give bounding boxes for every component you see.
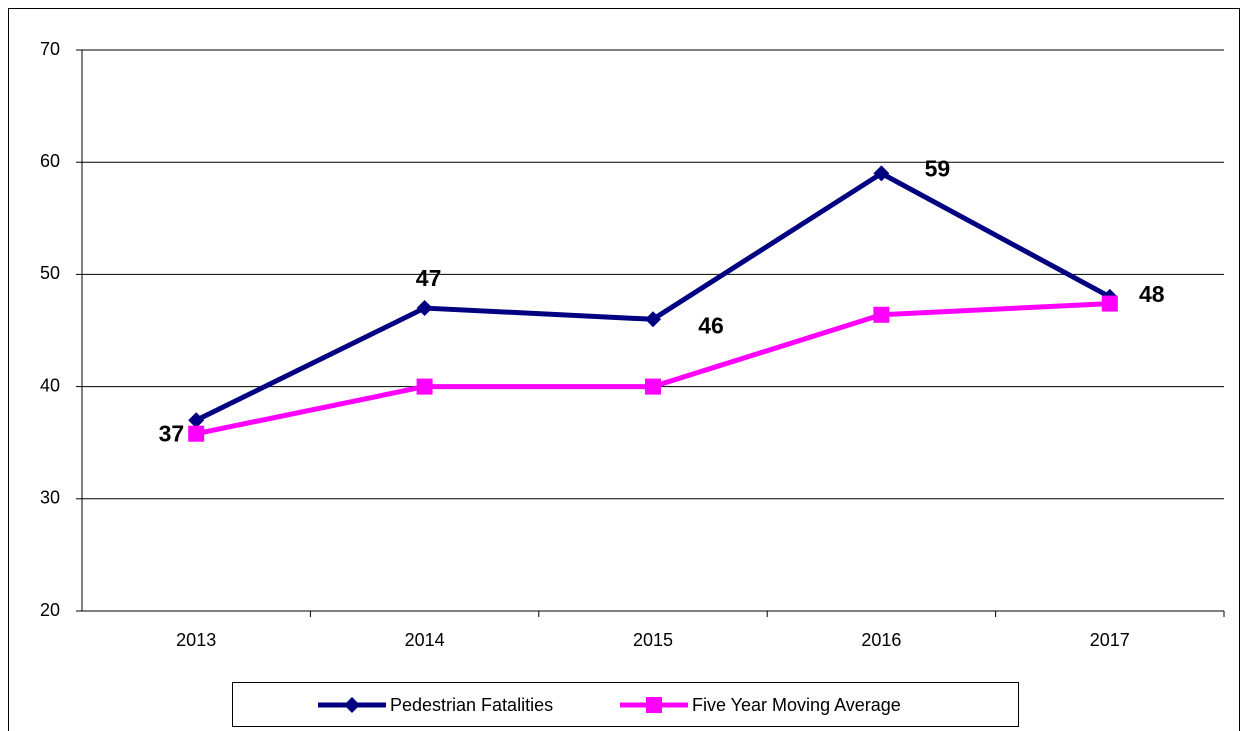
point-marker [645, 311, 661, 328]
data-label: 47 [416, 265, 442, 291]
data-label: 46 [698, 312, 724, 338]
x-tick-label: 2016 [861, 630, 901, 650]
x-tick-label: 2015 [633, 630, 673, 650]
data-label: 59 [925, 155, 951, 181]
chart-frame [8, 8, 1240, 731]
point-marker [873, 306, 890, 323]
y-tick-label: 50 [40, 263, 60, 283]
y-tick-label: 30 [40, 488, 60, 508]
legend-marker [344, 697, 360, 713]
x-tick-label: 2013 [176, 630, 216, 650]
point-marker [1101, 295, 1118, 312]
point-marker [416, 378, 433, 395]
x-tick-label: 2017 [1090, 630, 1130, 650]
x-tick-label: 2014 [405, 630, 445, 650]
y-tick-label: 60 [40, 151, 60, 171]
point-marker [188, 412, 205, 429]
point-marker [188, 425, 205, 442]
point-marker [873, 165, 890, 182]
y-tick-label: 40 [40, 375, 60, 395]
legend-marker [646, 697, 662, 713]
data-label: 48 [1139, 281, 1165, 307]
legend-label: Five Year Moving Average [692, 695, 901, 715]
point-marker [416, 300, 433, 317]
y-tick-label: 20 [40, 600, 60, 620]
point-marker [645, 378, 661, 395]
legend-label: Pedestrian Fatalities [390, 695, 553, 715]
data-label: 37 [159, 420, 185, 446]
y-tick-label: 70 [40, 39, 60, 59]
